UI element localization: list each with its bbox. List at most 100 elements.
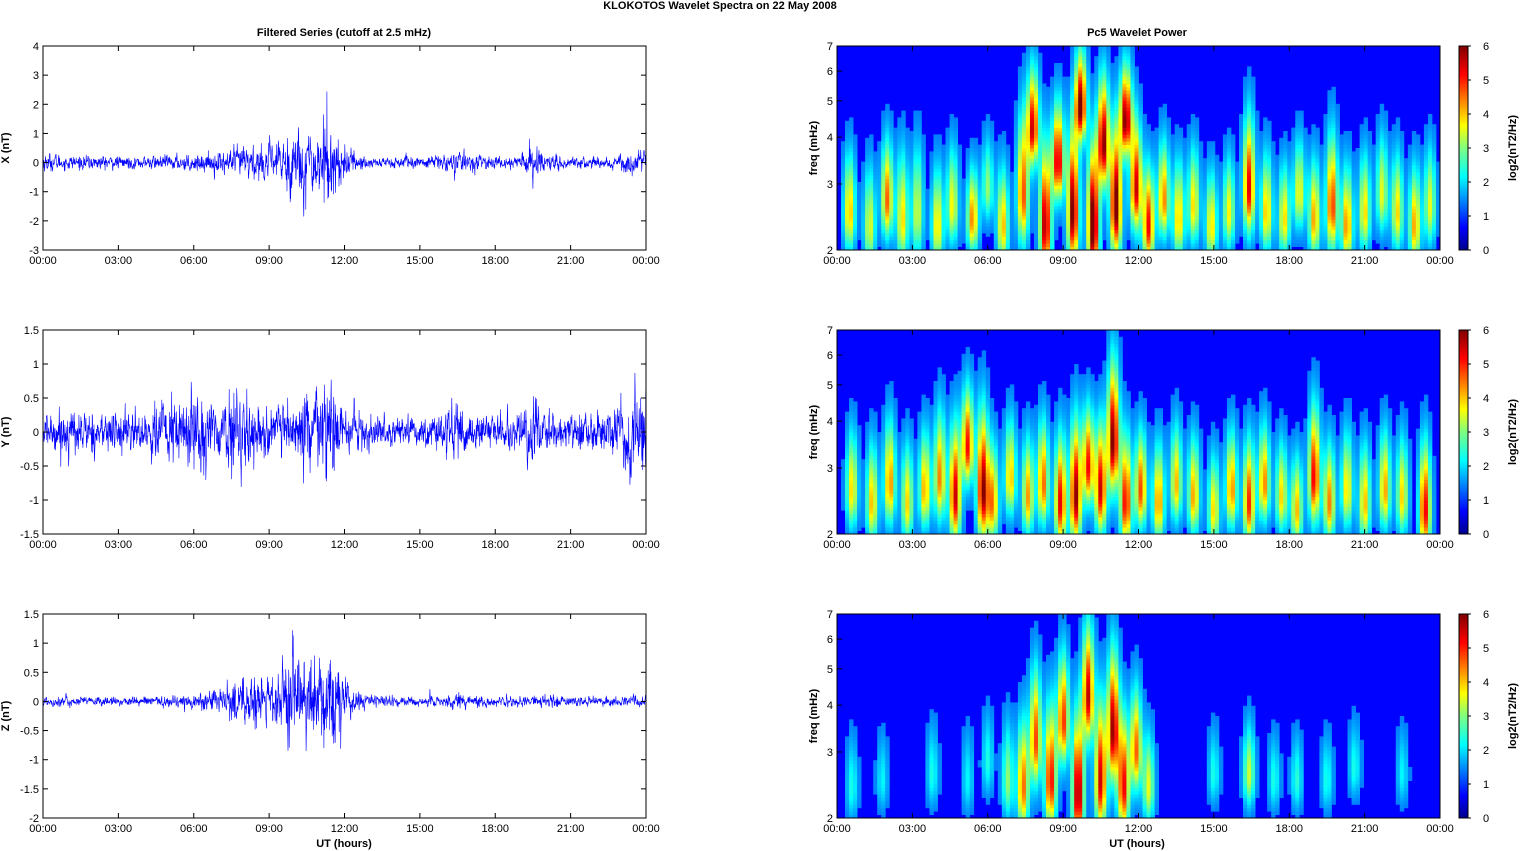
x-component-series-y-tick-label: 4 xyxy=(33,41,39,53)
x-wavelet-power-y-axis-label: freq (mHz) xyxy=(808,120,820,175)
x-component-series-y-tick-label: -1 xyxy=(29,187,39,199)
x-wavelet-power-x-tick-label: 12:00 xyxy=(1125,255,1153,267)
y-component-series-x-tick-label: 12:00 xyxy=(331,539,359,551)
y-wavelet-power-y-tick-label: 6 xyxy=(827,350,833,362)
y-wavelet-power-y-tick-label: 7 xyxy=(827,325,833,337)
z-component-series-trace xyxy=(42,630,647,751)
x-wavelet-power-cells xyxy=(841,46,1441,251)
z-wavelet-power-colorbar-tick-label: 0 xyxy=(1483,813,1489,825)
y-component-series-x-tick-label: 00:00 xyxy=(632,539,660,551)
z-component-series-x-tick-label: 00:00 xyxy=(632,823,660,835)
x-wavelet-power-colorbar xyxy=(1459,46,1468,250)
left-column-title: Filtered Series (cutoff at 2.5 mHz) xyxy=(257,27,432,39)
y-component-series-x-tick-label: 06:00 xyxy=(180,539,208,551)
y-component-series-plot-area xyxy=(43,330,646,534)
y-component-series-y-tick-label: 0.5 xyxy=(24,393,39,405)
y-component-series-trace xyxy=(42,372,647,487)
x-wavelet-power-y-tick-label: 7 xyxy=(827,41,833,53)
y-wavelet-power-colorbar-label: log2(nT2/Hz) xyxy=(1507,399,1519,465)
z-component-series-x-tick-label: 12:00 xyxy=(331,823,359,835)
z-wavelet-power-colorbar-tick-label: 2 xyxy=(1483,745,1489,757)
x-wavelet-power-y-tick-label: 5 xyxy=(827,96,833,108)
x-wavelet-power-y-tick-label: 6 xyxy=(827,66,833,78)
y-component-series-x-tick-label: 03:00 xyxy=(105,539,133,551)
x-component-series-x-tick-label: 12:00 xyxy=(331,255,359,267)
x-wavelet-power-colorbar-tick-label: 2 xyxy=(1483,177,1489,189)
x-component-series-x-tick-label: 09:00 xyxy=(255,255,283,267)
x-component-series-y-tick-label: -3 xyxy=(29,245,39,257)
y-component-series-y-axis-label: Y (nT) xyxy=(0,416,12,447)
y-component-series-y-tick-label: 1.5 xyxy=(24,325,39,337)
z-component-series-y-tick-label: 1.5 xyxy=(24,609,39,621)
y-component-series-y-tick-label: -1 xyxy=(29,495,39,507)
x-wavelet-power-x-tick-label: 00:00 xyxy=(823,255,851,267)
z-wavelet-power-colorbar-label: log2(nT2/Hz) xyxy=(1507,683,1519,749)
y-wavelet-power-x-tick-label: 03:00 xyxy=(899,539,927,551)
z-component-series-plot-area xyxy=(43,614,646,818)
z-component-series-y-tick-label: -2 xyxy=(29,813,39,825)
x-wavelet-power-y-tick-label: 2 xyxy=(827,245,833,257)
x-wavelet-power-colorbar-label: log2(nT2/Hz) xyxy=(1507,115,1519,181)
x-wavelet-power-x-tick-label: 15:00 xyxy=(1200,255,1228,267)
z-component-series-y-axis-label: Z (nT) xyxy=(0,700,12,731)
z-wavelet-power-y-tick-label: 4 xyxy=(827,700,833,712)
y-wavelet-power-y-tick-label: 2 xyxy=(827,529,833,541)
x-component-series-y-tick-label: 3 xyxy=(33,70,39,82)
x-component-series-x-tick-label: 21:00 xyxy=(557,255,585,267)
z-component-series-x-tick-label: 21:00 xyxy=(557,823,585,835)
y-wavelet-power-x-tick-label: 00:00 xyxy=(1426,539,1454,551)
z-wavelet-power-y-axis-label: freq (mHz) xyxy=(808,688,820,743)
y-wavelet-power-x-tick-label: 12:00 xyxy=(1125,539,1153,551)
z-wavelet-power-y-tick-label: 6 xyxy=(827,634,833,646)
z-wavelet-power-colorbar-tick-label: 6 xyxy=(1483,609,1489,621)
x-wavelet-power-x-tick-label: 03:00 xyxy=(899,255,927,267)
z-wavelet-power-colorbar-tick-label: 3 xyxy=(1483,711,1489,723)
x-component-series-trace xyxy=(42,91,647,217)
z-component-series-x-tick-label: 09:00 xyxy=(255,823,283,835)
x-wavelet-power-x-tick-label: 18:00 xyxy=(1275,255,1303,267)
x-wavelet-power-x-tick-label: 00:00 xyxy=(1426,255,1454,267)
x-component-series-x-tick-label: 15:00 xyxy=(406,255,434,267)
y-component-series-y-tick-label: 1 xyxy=(33,359,39,371)
y-wavelet-power-colorbar xyxy=(1459,330,1468,534)
x-wavelet-power-x-tick-label: 21:00 xyxy=(1351,255,1379,267)
left-x-axis-label: UT (hours) xyxy=(316,838,372,850)
z-component-series-y-tick-label: 0 xyxy=(33,696,39,708)
z-wavelet-power-x-tick-label: 00:00 xyxy=(823,823,851,835)
y-component-series-x-tick-label: 18:00 xyxy=(481,539,509,551)
z-wavelet-power-y-tick-label: 7 xyxy=(827,609,833,621)
x-component-series-x-tick-label: 00:00 xyxy=(632,255,660,267)
z-wavelet-power-x-tick-label: 09:00 xyxy=(1049,823,1077,835)
x-component-series-x-tick-label: 06:00 xyxy=(180,255,208,267)
figure-title: KLOKOTOS Wavelet Spectra on 22 May 2008 xyxy=(603,0,837,12)
y-wavelet-power-x-tick-label: 15:00 xyxy=(1200,539,1228,551)
x-component-series-x-tick-label: 18:00 xyxy=(481,255,509,267)
z-component-series-y-tick-label: 0.5 xyxy=(24,667,39,679)
z-component-series-y-tick-label: -1 xyxy=(29,755,39,767)
y-wavelet-power-cells xyxy=(841,330,1437,535)
y-wavelet-power-x-tick-label: 00:00 xyxy=(823,539,851,551)
z-component-series-x-tick-label: 00:00 xyxy=(29,823,57,835)
x-wavelet-power-colorbar-tick-label: 5 xyxy=(1483,75,1489,87)
x-wavelet-power-y-tick-label: 4 xyxy=(827,132,833,144)
y-component-series-x-tick-label: 00:00 xyxy=(29,539,57,551)
right-column-title: Pc5 Wavelet Power xyxy=(1087,27,1188,39)
y-wavelet-power-x-tick-label: 09:00 xyxy=(1049,539,1077,551)
y-wavelet-power-y-tick-label: 4 xyxy=(827,416,833,428)
x-wavelet-power-colorbar-tick-label: 4 xyxy=(1483,109,1489,121)
y-wavelet-power-y-tick-label: 5 xyxy=(827,380,833,392)
y-component-series-x-tick-label: 09:00 xyxy=(255,539,283,551)
y-wavelet-power-colorbar-tick-label: 6 xyxy=(1483,325,1489,337)
z-wavelet-power-colorbar-tick-label: 4 xyxy=(1483,677,1489,689)
y-wavelet-power-x-tick-label: 21:00 xyxy=(1351,539,1379,551)
x-component-series-x-tick-label: 03:00 xyxy=(105,255,133,267)
z-component-series-x-tick-label: 15:00 xyxy=(406,823,434,835)
z-wavelet-power-y-tick-label: 5 xyxy=(827,664,833,676)
z-wavelet-power-colorbar xyxy=(1459,614,1468,818)
y-wavelet-power-colorbar-tick-label: 4 xyxy=(1483,393,1489,405)
x-wavelet-power-colorbar-tick-label: 0 xyxy=(1483,245,1489,257)
y-wavelet-power-colorbar-tick-label: 2 xyxy=(1483,461,1489,473)
y-wavelet-power-colorbar-tick-label: 0 xyxy=(1483,529,1489,541)
z-component-series-x-tick-label: 18:00 xyxy=(481,823,509,835)
